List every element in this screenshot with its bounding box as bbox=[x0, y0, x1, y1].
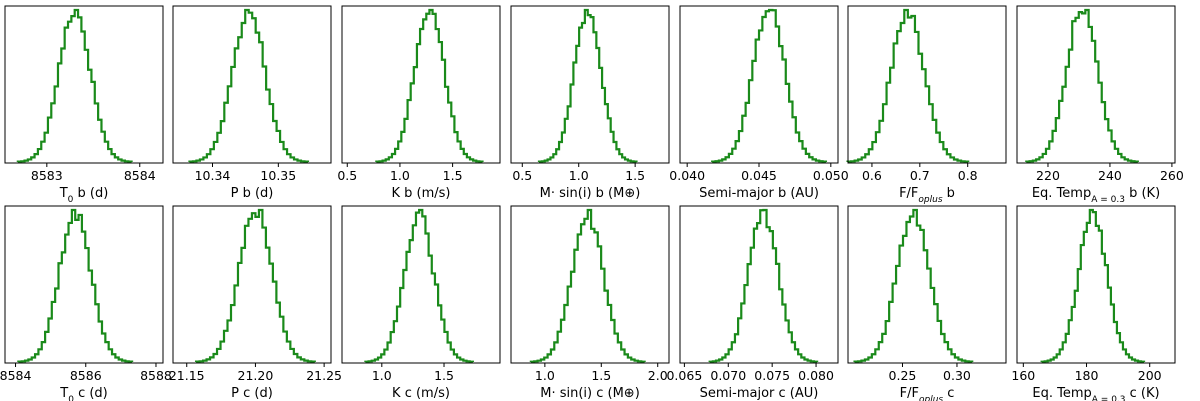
panel-frame bbox=[847, 5, 1007, 164]
x-tick-label: 0.080 bbox=[798, 368, 834, 383]
x-axis-label: T0 b (d) bbox=[59, 186, 109, 205]
histogram-panel-0-3: 0.5 1.0 1.5 M· sin(i) b (M⊕) bbox=[510, 5, 670, 201]
x-tick-label: 0.30 bbox=[943, 368, 971, 383]
histogram-panel-0-2: 0.5 1.0 1.5 K b (m/s) bbox=[337, 5, 501, 201]
histogram-step-line bbox=[16, 8, 133, 163]
x-tick-label: 1.5 bbox=[434, 368, 454, 383]
histogram-step-line bbox=[17, 208, 134, 363]
x-tick-label: 0.070 bbox=[710, 368, 746, 383]
panel-frame bbox=[172, 5, 332, 164]
panel-frame bbox=[679, 205, 839, 364]
panel-frame bbox=[172, 205, 332, 364]
x-axis-label: M· sin(i) b (M⊕) bbox=[540, 186, 641, 201]
x-tick-label: 10.35 bbox=[260, 168, 296, 183]
x-tick-label: 0.6 bbox=[862, 168, 882, 183]
histogram-step-line bbox=[375, 8, 484, 163]
x-tick-label: 1.0 bbox=[372, 368, 392, 383]
histogram-panel-1-3: 1.0 1.5 2.0 M· sin(i) c (M⊕) bbox=[510, 205, 670, 401]
histogram-step-line bbox=[364, 208, 474, 363]
histogram-panel-0-5: 0.6 0.7 0.8F/Foplus b bbox=[846, 5, 1007, 205]
panel-frame bbox=[510, 5, 670, 164]
histogram-step-line bbox=[853, 208, 974, 363]
histogram-step-line bbox=[846, 8, 970, 163]
x-axis-label: P c (d) bbox=[231, 386, 273, 401]
histogram-step-line bbox=[194, 208, 316, 363]
x-tick-label: 8586 bbox=[70, 368, 102, 383]
panel-frame bbox=[341, 205, 501, 364]
histogram-panel-1-6: 160 180 200 Eq. TempA = 0.3 c (K) bbox=[1011, 205, 1176, 401]
x-axis-label: Semi-major b (AU) bbox=[699, 186, 819, 201]
x-tick-label: 0.045 bbox=[741, 168, 777, 183]
histogram-panel-1-2: 1.0 1.5 K c (m/s) bbox=[341, 205, 501, 401]
x-tick-label: 0.5 bbox=[337, 168, 357, 183]
x-tick-label: 180 bbox=[1075, 368, 1099, 383]
x-tick-label: 21.15 bbox=[169, 368, 205, 383]
histogram-panel-0-0: 8583 8584 T0 b (d) bbox=[4, 5, 164, 205]
histogram-step-line bbox=[529, 208, 646, 363]
x-tick-label: 0.8 bbox=[958, 168, 978, 183]
x-tick-label: 160 bbox=[1011, 368, 1035, 383]
x-tick-label: 0.25 bbox=[889, 368, 917, 383]
x-axis-label: Eq. TempA = 0.3 c (K) bbox=[1032, 386, 1159, 401]
x-axis-label: K c (m/s) bbox=[392, 386, 450, 401]
x-tick-label: 0.065 bbox=[666, 368, 702, 383]
x-axis-label: M· sin(i) c (M⊕) bbox=[540, 386, 640, 401]
x-tick-label: 1.0 bbox=[535, 368, 555, 383]
x-tick-label: 0.5 bbox=[512, 168, 532, 183]
x-tick-label: 1.0 bbox=[569, 168, 589, 183]
x-axis-label: F/Foplus b bbox=[899, 186, 955, 205]
x-tick-label: 10.34 bbox=[195, 168, 231, 183]
x-tick-label: 260 bbox=[1160, 168, 1184, 183]
x-tick-label: 8583 bbox=[31, 168, 63, 183]
x-tick-label: 1.0 bbox=[390, 168, 410, 183]
histogram-panel-1-5: 0.25 0.30 F/Foplus c bbox=[847, 205, 1007, 401]
x-tick-label: 0.7 bbox=[910, 168, 930, 183]
x-tick-label: 1.5 bbox=[591, 368, 611, 383]
x-tick-label: 8584 bbox=[0, 368, 31, 383]
histogram-step-line bbox=[188, 8, 310, 163]
histogram-step-line bbox=[1040, 208, 1146, 363]
histogram-step-line bbox=[537, 8, 638, 163]
x-tick-label: 2.0 bbox=[648, 368, 668, 383]
x-tick-label: 8588 bbox=[140, 368, 172, 383]
panel-frame bbox=[847, 205, 1007, 364]
histogram-panel-1-1: 21.15 21.20 21.25 P c (d) bbox=[169, 205, 342, 401]
x-tick-label: 240 bbox=[1098, 168, 1122, 183]
x-tick-label: 0.050 bbox=[813, 168, 849, 183]
x-axis-label: T0 c (d) bbox=[59, 386, 108, 401]
histogram-step-line bbox=[1025, 8, 1139, 163]
histogram-panel-0-1: 10.34 10.35 P b (d) bbox=[172, 5, 332, 201]
x-axis-label: F/Foplus c bbox=[900, 386, 955, 401]
panel-frame bbox=[4, 205, 164, 364]
x-tick-label: 1.5 bbox=[443, 168, 463, 183]
x-tick-label: 200 bbox=[1138, 368, 1162, 383]
histogram-panel-0-4: 0.040 0.045 0.050 Semi-major b (AU) bbox=[669, 5, 849, 201]
panel-frame bbox=[510, 205, 670, 364]
panel-frame bbox=[1016, 5, 1176, 164]
histogram-step-line bbox=[711, 8, 828, 163]
x-axis-label: Eq. TempA = 0.3 b (K) bbox=[1032, 186, 1160, 205]
x-tick-label: 8584 bbox=[124, 168, 156, 183]
x-tick-label: 0.075 bbox=[754, 368, 790, 383]
panel-frame bbox=[4, 5, 164, 164]
histogram-step-line bbox=[708, 208, 819, 363]
x-tick-label: 220 bbox=[1036, 168, 1060, 183]
x-axis-label: Semi-major c (AU) bbox=[700, 386, 819, 401]
x-axis-label: K b (m/s) bbox=[391, 186, 450, 201]
x-tick-label: 1.5 bbox=[625, 168, 645, 183]
panel-frame bbox=[1016, 205, 1176, 364]
x-tick-label: 21.20 bbox=[238, 368, 274, 383]
histogram-panel-1-4: 0.065 0.070 0.075 0.080 Semi-major c (AU) bbox=[666, 205, 839, 401]
x-tick-label: 0.040 bbox=[669, 168, 705, 183]
panel-frame bbox=[341, 5, 501, 164]
x-tick-label: 21.25 bbox=[306, 368, 342, 383]
x-axis-label: P b (d) bbox=[231, 186, 274, 201]
histogram-panel-1-0: 8584 8586 8588 T0 c (d) bbox=[0, 205, 172, 401]
